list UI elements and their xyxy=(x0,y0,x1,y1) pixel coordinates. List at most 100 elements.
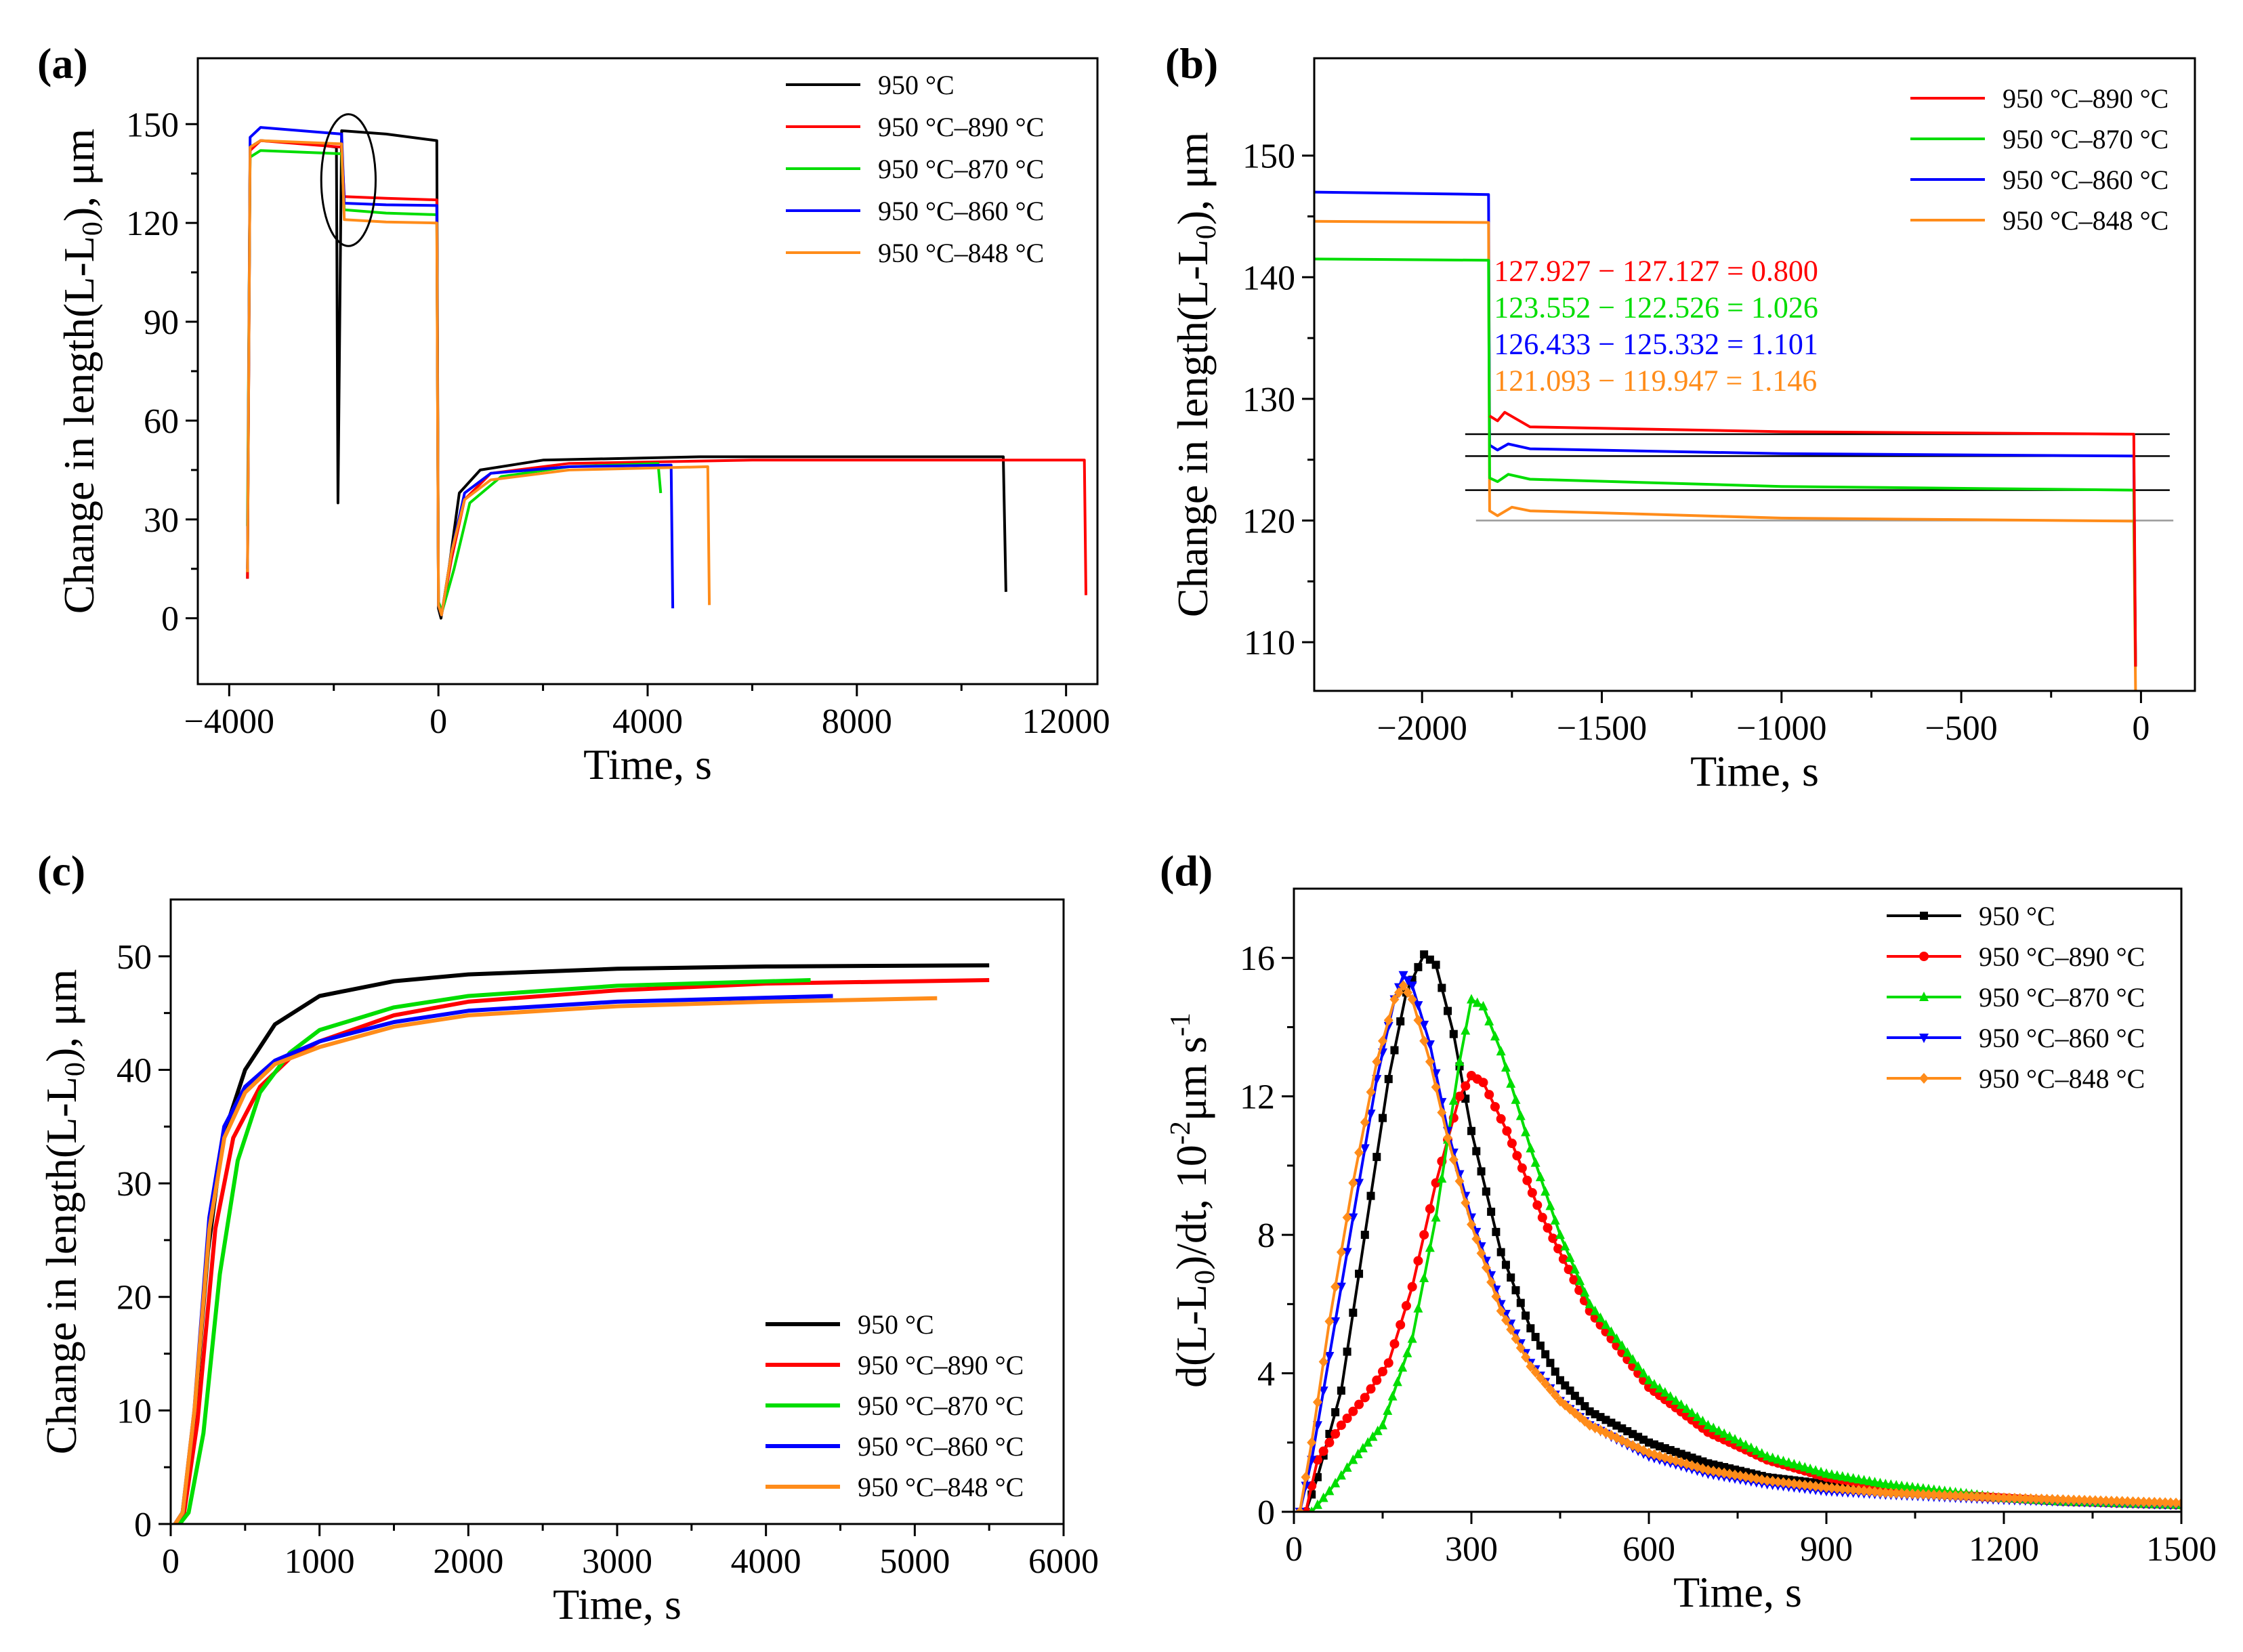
legend-marker xyxy=(1919,1073,1929,1084)
x-tick-label: 6000 xyxy=(1028,1542,1099,1581)
data-point xyxy=(1521,1351,1531,1363)
y-tick-label: 12 xyxy=(1240,1078,1275,1117)
y-axis-title-part: ), μm xyxy=(55,129,103,221)
data-point xyxy=(1644,1374,1654,1384)
legend-marker xyxy=(1919,1034,1929,1043)
y-axis-title-part: Change in length(L-L xyxy=(1169,239,1217,617)
data-point xyxy=(1546,1359,1555,1368)
data-point xyxy=(2085,1495,2095,1506)
panel-c: (c) 0 1000 2000 3000 4000 5000 6000 0 10 20 30 40 50 T… xyxy=(37,847,1099,1628)
legend-marker xyxy=(1919,952,1929,961)
data-point xyxy=(1560,1241,1570,1251)
data-point xyxy=(2150,1497,2160,1508)
data-point xyxy=(1746,1442,1756,1452)
data-point xyxy=(2128,1496,2138,1508)
data-point xyxy=(1709,1422,1719,1433)
data-point xyxy=(1392,1376,1402,1386)
data-point xyxy=(1767,1475,1778,1487)
plot-area xyxy=(246,126,1087,620)
data-point xyxy=(1336,1470,1346,1480)
series-line-950-c-870-c xyxy=(1314,257,2137,667)
data-point xyxy=(1454,1175,1465,1187)
data-point xyxy=(1692,1412,1702,1422)
x-tick-label: 300 xyxy=(1445,1530,1498,1569)
x-tick-label: 1200 xyxy=(1969,1530,2039,1569)
data-point xyxy=(1360,1117,1370,1128)
data-point xyxy=(1383,1015,1393,1026)
data-point xyxy=(2101,1495,2111,1506)
data-point xyxy=(1413,1302,1423,1313)
panel-label: (b) xyxy=(1165,39,1218,87)
data-point xyxy=(1419,1273,1429,1282)
data-point xyxy=(1891,1487,1902,1499)
data-point xyxy=(1461,1197,1471,1208)
data-point xyxy=(1530,1157,1540,1167)
data-point xyxy=(1467,994,1476,1004)
series-markers-950-c-890-c xyxy=(1301,1071,2181,1512)
data-point xyxy=(1864,1485,1874,1497)
data-point xyxy=(1703,1420,1713,1430)
data-point xyxy=(1354,1147,1364,1158)
data-point xyxy=(1478,1000,1488,1011)
data-point xyxy=(1543,1223,1553,1233)
data-point xyxy=(1363,1437,1373,1447)
data-point xyxy=(1881,1487,1891,1498)
data-point xyxy=(1390,1046,1399,1055)
data-point xyxy=(2133,1496,2143,1508)
data-point xyxy=(1398,971,1408,981)
data-point xyxy=(1307,1437,1317,1448)
data-point xyxy=(1366,1086,1376,1098)
panel-b: (b) −2000 −1500 −1000 −500 0 110 120 130 140 150 Ti… xyxy=(1165,39,2196,795)
data-point xyxy=(1853,1485,1864,1496)
y-axis-title-part: 0 xyxy=(77,221,108,236)
data-point xyxy=(1545,1200,1555,1210)
y-tick-label: 20 xyxy=(117,1279,152,1317)
data-point xyxy=(1778,1456,1788,1466)
data-point xyxy=(1354,1399,1364,1410)
data-point xyxy=(1606,1326,1616,1336)
data-point xyxy=(1484,1015,1494,1025)
x-tick-label: −2000 xyxy=(1377,709,1467,748)
data-point xyxy=(1762,1451,1772,1461)
data-point xyxy=(1496,1248,1505,1256)
data-point xyxy=(1360,1231,1369,1240)
x-tick-label: 1500 xyxy=(2146,1530,2217,1569)
data-point xyxy=(1665,1391,1675,1401)
data-point xyxy=(1628,1354,1638,1364)
data-point xyxy=(1507,1139,1517,1149)
annotation-difference: 123.552 − 122.526 = 1.026 xyxy=(1494,291,1818,324)
data-point xyxy=(1490,1031,1500,1041)
data-point xyxy=(1318,1446,1328,1456)
data-point xyxy=(1735,1437,1745,1447)
data-point xyxy=(1536,1341,1545,1350)
data-point xyxy=(1507,1273,1515,1282)
data-point xyxy=(1548,1233,1558,1244)
legend-label: 950 °C–870 °C xyxy=(878,154,1044,184)
data-point xyxy=(1522,1311,1530,1320)
data-point xyxy=(1934,1489,1944,1501)
data-point xyxy=(1521,1126,1531,1137)
data-point xyxy=(1336,1282,1346,1292)
data-point xyxy=(2069,1494,2079,1506)
y-axis-title-part: 0 xyxy=(60,1062,91,1076)
legend-label: 950 °C–848 °C xyxy=(1979,1063,2145,1094)
x-tick-label: 8000 xyxy=(822,702,892,741)
data-point xyxy=(1372,1375,1382,1385)
data-point xyxy=(1800,1479,1810,1491)
data-point xyxy=(1496,1305,1506,1317)
data-point xyxy=(1541,1350,1550,1359)
data-point xyxy=(1342,1414,1352,1423)
data-point xyxy=(1561,1381,1570,1390)
data-point xyxy=(1492,1227,1501,1236)
data-point xyxy=(1431,960,1440,969)
legend-marker xyxy=(1919,992,1929,1001)
y-tick-label: 90 xyxy=(144,303,179,342)
legend-label: 950 °C–890 °C xyxy=(858,1350,1024,1380)
x-tick-label: −4000 xyxy=(184,702,274,741)
data-point xyxy=(1413,1001,1423,1011)
data-point xyxy=(1617,1340,1627,1350)
legend-label: 950 °C–860 °C xyxy=(2003,165,2168,195)
x-tick-label: −1000 xyxy=(1736,709,1826,748)
plot-frame xyxy=(1313,57,2196,692)
data-point xyxy=(1550,1214,1560,1225)
